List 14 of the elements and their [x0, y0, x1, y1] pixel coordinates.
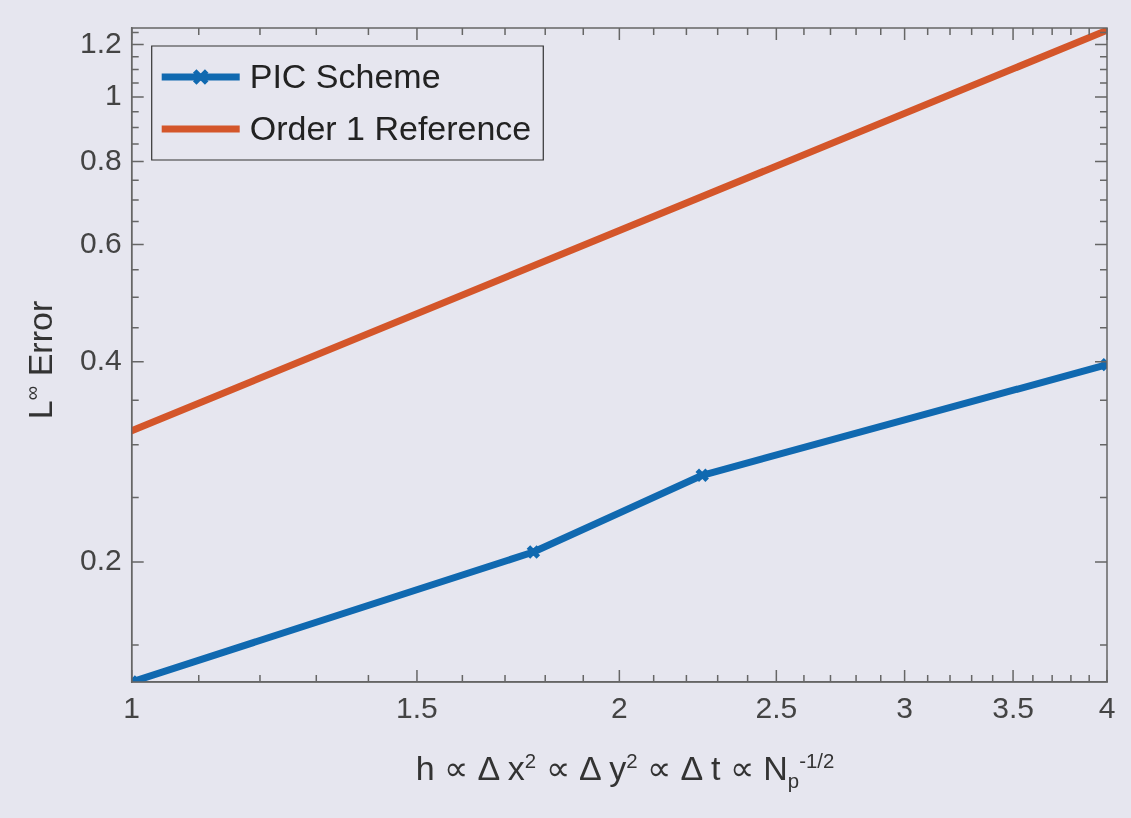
y-tick-label: 0.4	[79, 343, 122, 376]
y-tick-label: 0.2	[79, 543, 122, 577]
y-tick-label: 0.6	[79, 225, 122, 259]
y-tick-label: 0.8	[79, 142, 122, 176]
x-tick-label: 2.5	[755, 691, 798, 725]
x-tick-label: 1.5	[396, 691, 438, 725]
x-tick-label: 2	[611, 691, 628, 725]
y-tick-label: 1.2	[79, 25, 122, 59]
x-tick-label: 3.5	[992, 691, 1034, 725]
legend-label: PIC Scheme	[249, 57, 441, 96]
legend-label: Order 1 Reference	[249, 109, 532, 148]
x-tick-label: 4	[1098, 691, 1116, 725]
y-tick-label: 1	[105, 78, 122, 112]
x-tick-label: 3	[896, 691, 913, 725]
